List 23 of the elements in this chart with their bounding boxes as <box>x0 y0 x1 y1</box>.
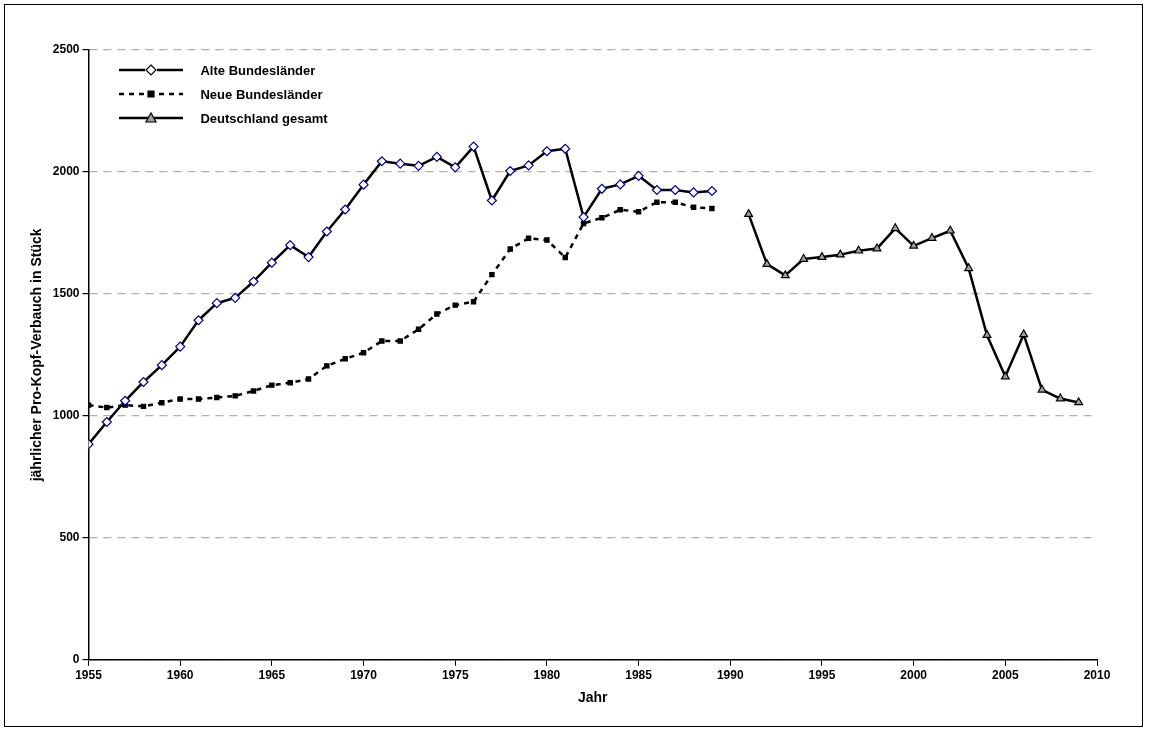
x-tick-label: 1980 <box>533 668 561 683</box>
y-axis-title: jährlicher Pro-Kopf-Verbauch in Stück <box>28 228 45 483</box>
x-tick-label: 1975 <box>441 668 469 683</box>
y-tick-label: 1000 <box>52 408 80 423</box>
legend-label: Neue Bundesländer <box>200 86 323 102</box>
x-tick-label: 2005 <box>991 668 1019 683</box>
y-tick-label: 2000 <box>52 164 80 179</box>
legend-label: Deutschland gesamt <box>200 110 328 126</box>
x-tick-label: 1970 <box>350 668 378 683</box>
x-tick-label: 2010 <box>1083 668 1111 683</box>
x-tick-label: 2000 <box>900 668 928 683</box>
y-tick-label: 0 <box>72 652 80 667</box>
x-tick-label: 1965 <box>258 668 286 683</box>
x-axis-title: Jahr <box>577 689 609 706</box>
y-tick-label: 2500 <box>52 42 80 57</box>
legend-label: Alte Bundesländer <box>200 62 316 78</box>
x-tick-label: 1990 <box>716 668 744 683</box>
x-tick-label: 1995 <box>808 668 836 683</box>
x-tick-label: 1960 <box>166 668 194 683</box>
y-tick-label: 500 <box>59 530 80 545</box>
y-tick-label: 1500 <box>52 286 80 301</box>
x-tick-label: 1955 <box>75 668 103 683</box>
x-tick-label: 1985 <box>625 668 653 683</box>
